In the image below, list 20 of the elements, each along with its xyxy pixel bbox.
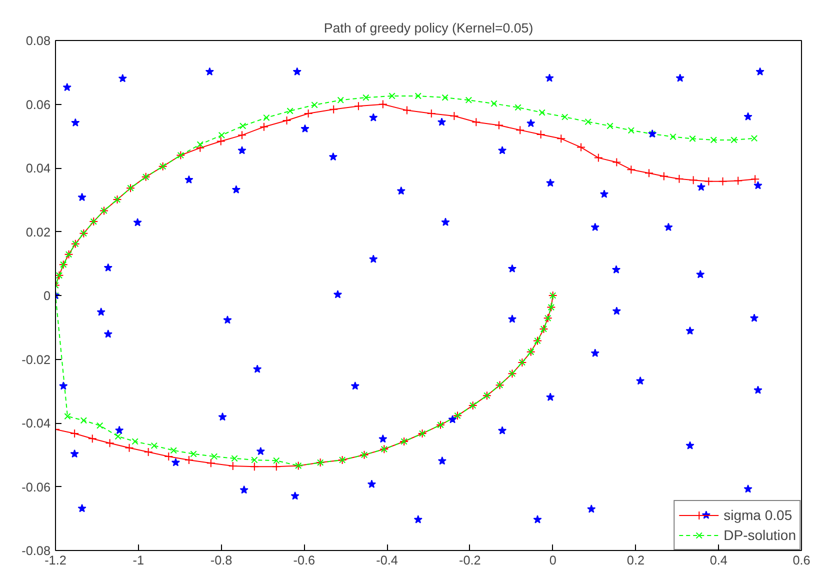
legend-label: sigma 0.05 [724,507,792,523]
y-tick-label: -0.06 [22,480,51,494]
chart-title: Path of greedy policy (Kernel=0.05) [324,20,534,36]
y-tick-label: -0.04 [22,416,51,430]
y-tick-label: 0 [43,289,51,303]
x-tick-label: -0.8 [210,554,232,568]
legend-label: DP-solution [724,527,796,543]
x-tick-label: -0.4 [376,554,398,568]
x-tick-label: 0 [549,554,556,568]
x-tick-label: -0.6 [293,554,316,568]
y-tick-label: 0.04 [26,162,51,176]
y-tick-label: -0.02 [22,352,51,367]
y-tick-label: 0.02 [26,225,51,240]
x-tick-label: 0.6 [792,554,810,568]
x-tick-label: 0.2 [626,554,645,568]
y-tick-label: 0.06 [26,98,51,112]
x-tick-label: -1 [132,554,144,568]
x-tick-label: 0.4 [710,554,728,568]
x-tick-label: -0.2 [459,554,481,568]
y-tick-label: 0.08 [26,34,51,48]
